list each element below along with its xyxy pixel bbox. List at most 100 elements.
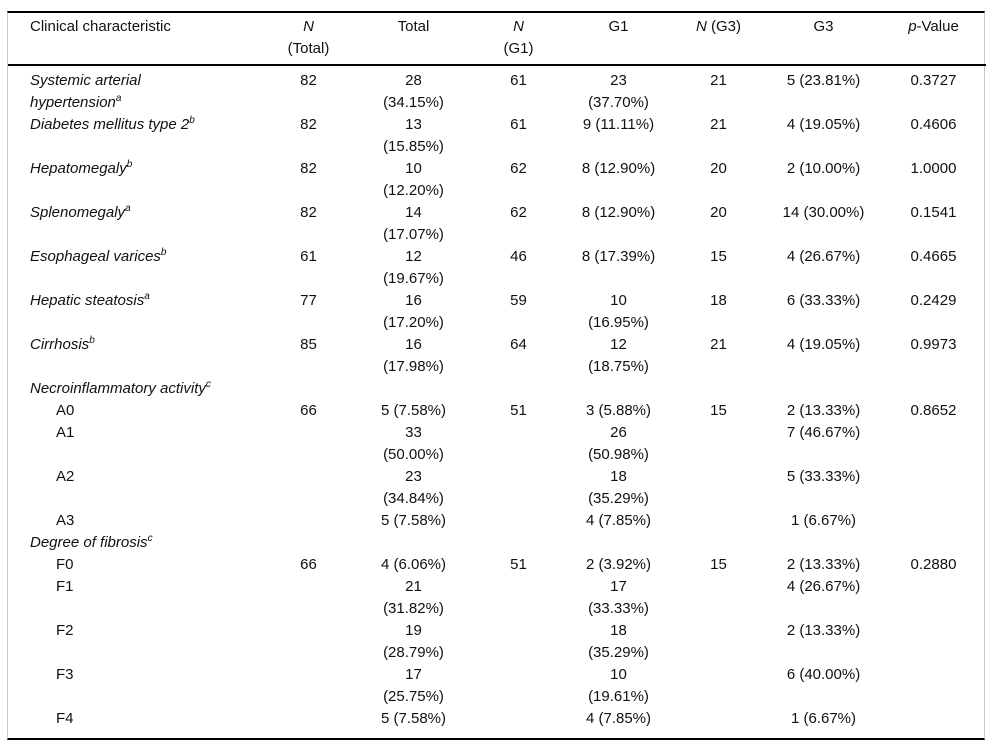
cell-n-total: 66: [300, 402, 317, 419]
cell-g1: 2 (3.92%): [585, 556, 652, 573]
table-header: Clinical characteristic N (Total) Total N…: [8, 13, 986, 66]
table-row: Esophageal varicesb 61 12 (19.67%) 46 8 (17.…: [8, 246, 986, 290]
table-row: Hepatomegalyb 82 10 (12.20%) 62 8 (12.90%) 20…: [8, 158, 986, 202]
cell-g1: 3 (5.88%): [585, 402, 652, 419]
footnote-marker: b: [89, 335, 95, 346]
cell-total: 5 (7.58%): [380, 710, 447, 727]
cell-p-value: [881, 466, 986, 510]
cell-n-g3: 21: [710, 336, 727, 353]
row-label: Diabetes mellitus type 2b: [8, 114, 261, 158]
footnote-marker: b: [189, 115, 195, 126]
cell-n-total: [261, 466, 356, 510]
cell-g1: 12 (18.75%): [588, 336, 649, 375]
cell-g3: 2 (10.00%): [786, 160, 861, 177]
cell-n-total: 66: [300, 556, 317, 573]
table-row: Systemic arterial hypertensiona 82 28 (34.…: [8, 65, 986, 114]
row-label: Necroinflammatory activityc: [8, 378, 261, 400]
cell-n-g1: [471, 466, 566, 510]
p-symbol: p: [908, 18, 917, 35]
row-label: F2: [8, 620, 261, 664]
cell-n-g1: 62: [510, 204, 527, 221]
row-label: Esophageal varicesb: [8, 246, 261, 290]
cell-n-g3: 21: [710, 72, 727, 89]
cell-n-total: [261, 620, 356, 664]
cell-n-g3: 20: [710, 204, 727, 221]
cell-g3: 2 (13.33%): [786, 402, 861, 419]
cell-g3: [766, 532, 881, 554]
row-label: Systemic arterial hypertensiona: [8, 65, 261, 114]
row-label: F3: [8, 664, 261, 708]
footnote-marker: a: [144, 291, 150, 302]
row-label-text: Diabetes mellitus type 2: [30, 116, 190, 133]
cell-total: 33 (50.00%): [383, 424, 444, 463]
cell-n-g1: 61: [510, 72, 527, 89]
col-header-n-g3: N (G3): [671, 13, 766, 66]
cell-n-total: [261, 576, 356, 620]
cell-total: [356, 532, 471, 554]
cell-p-value: [881, 422, 986, 466]
footnote-marker: c: [147, 533, 153, 544]
cell-total: 23 (34.84%): [383, 468, 444, 507]
table-row: F2 19 (28.79%) 18 (35.29%) 2 (13.33%): [8, 620, 986, 664]
cell-total: 10 (12.20%): [383, 160, 444, 199]
row-label-text: Necroinflammatory activity: [30, 380, 206, 397]
row-label: F0: [8, 554, 261, 576]
row-label-text: F0: [56, 556, 74, 573]
n-symbol: N: [303, 18, 314, 35]
cell-g1: 26 (50.98%): [588, 424, 649, 463]
header-row: Clinical characteristic N (Total) Total N…: [8, 13, 986, 66]
cell-g1: 4 (7.85%): [585, 710, 652, 727]
cell-total: 19 (28.79%): [383, 622, 444, 661]
cell-p-value: 0.3727: [910, 72, 957, 89]
cell-g3: 4 (26.67%): [786, 248, 861, 265]
cell-n-g3: 20: [710, 160, 727, 177]
cell-g3: 5 (23.81%): [786, 72, 861, 89]
n-g3-subline: (G3): [711, 18, 741, 35]
footnote-marker: a: [115, 93, 122, 104]
row-label: Cirrhosisb: [8, 334, 261, 378]
cell-n-g1: [471, 576, 566, 620]
n-g1-subline: (G1): [503, 40, 534, 57]
table-row: F3 17 (25.75%) 10 (19.61%) 6 (40.00%): [8, 664, 986, 708]
cell-n-g3: [671, 510, 766, 532]
cell-n-g1: [471, 708, 566, 738]
row-label: Hepatomegalyb: [8, 158, 261, 202]
table-body: Systemic arterial hypertensiona 82 28 (34.…: [8, 65, 986, 738]
table-row: A0 66 5 (7.58%) 51 3 (5.88%) 15 2 (13.33%) 0.86…: [8, 400, 986, 422]
cell-n-total: 82: [300, 160, 317, 177]
row-label: F4: [8, 708, 261, 738]
row-label-text: F1: [56, 578, 74, 595]
row-label: Degree of fibrosisc: [8, 532, 261, 554]
col-header-g1: G1: [566, 13, 671, 66]
row-label: A0: [8, 400, 261, 422]
p-value-subline: -Value: [916, 18, 959, 35]
table-row: Degree of fibrosisc: [8, 532, 986, 554]
cell-g1: [566, 532, 671, 554]
cell-p-value: 0.4665: [910, 248, 957, 265]
table-row: F0 66 4 (6.06%) 51 2 (3.92%) 15 2 (13.33%) 0.28…: [8, 554, 986, 576]
footnote-marker: c: [205, 379, 211, 390]
cell-n-g3: [671, 378, 766, 400]
cell-g1: 9 (11.11%): [582, 116, 655, 133]
col-header-p-value: p-Value: [881, 13, 986, 66]
n-total-subline: (Total): [287, 40, 330, 57]
cell-g3: 7 (46.67%): [786, 424, 861, 441]
cell-n-g1: [471, 620, 566, 664]
cell-g3: 6 (40.00%): [786, 666, 861, 683]
row-label-text: A3: [56, 512, 75, 529]
row-label: Hepatic steatosisa: [8, 290, 261, 334]
cell-p-value: 0.2429: [910, 292, 957, 309]
cell-total: 5 (7.58%): [380, 402, 447, 419]
cell-n-g3: [671, 576, 766, 620]
cell-total: [356, 378, 471, 400]
cell-g3: 14 (30.00%): [782, 204, 865, 221]
cell-n-g3: [671, 708, 766, 738]
cell-g3: 4 (26.67%): [786, 578, 861, 595]
cell-n-g3: 15: [710, 556, 727, 573]
cell-g3: 6 (33.33%): [786, 292, 861, 309]
cell-g3: 2 (13.33%): [786, 622, 861, 639]
cell-n-g1: 62: [510, 160, 527, 177]
row-label-text: F4: [56, 710, 74, 727]
table-frame: Clinical characteristic N (Total) Total N…: [7, 11, 986, 740]
